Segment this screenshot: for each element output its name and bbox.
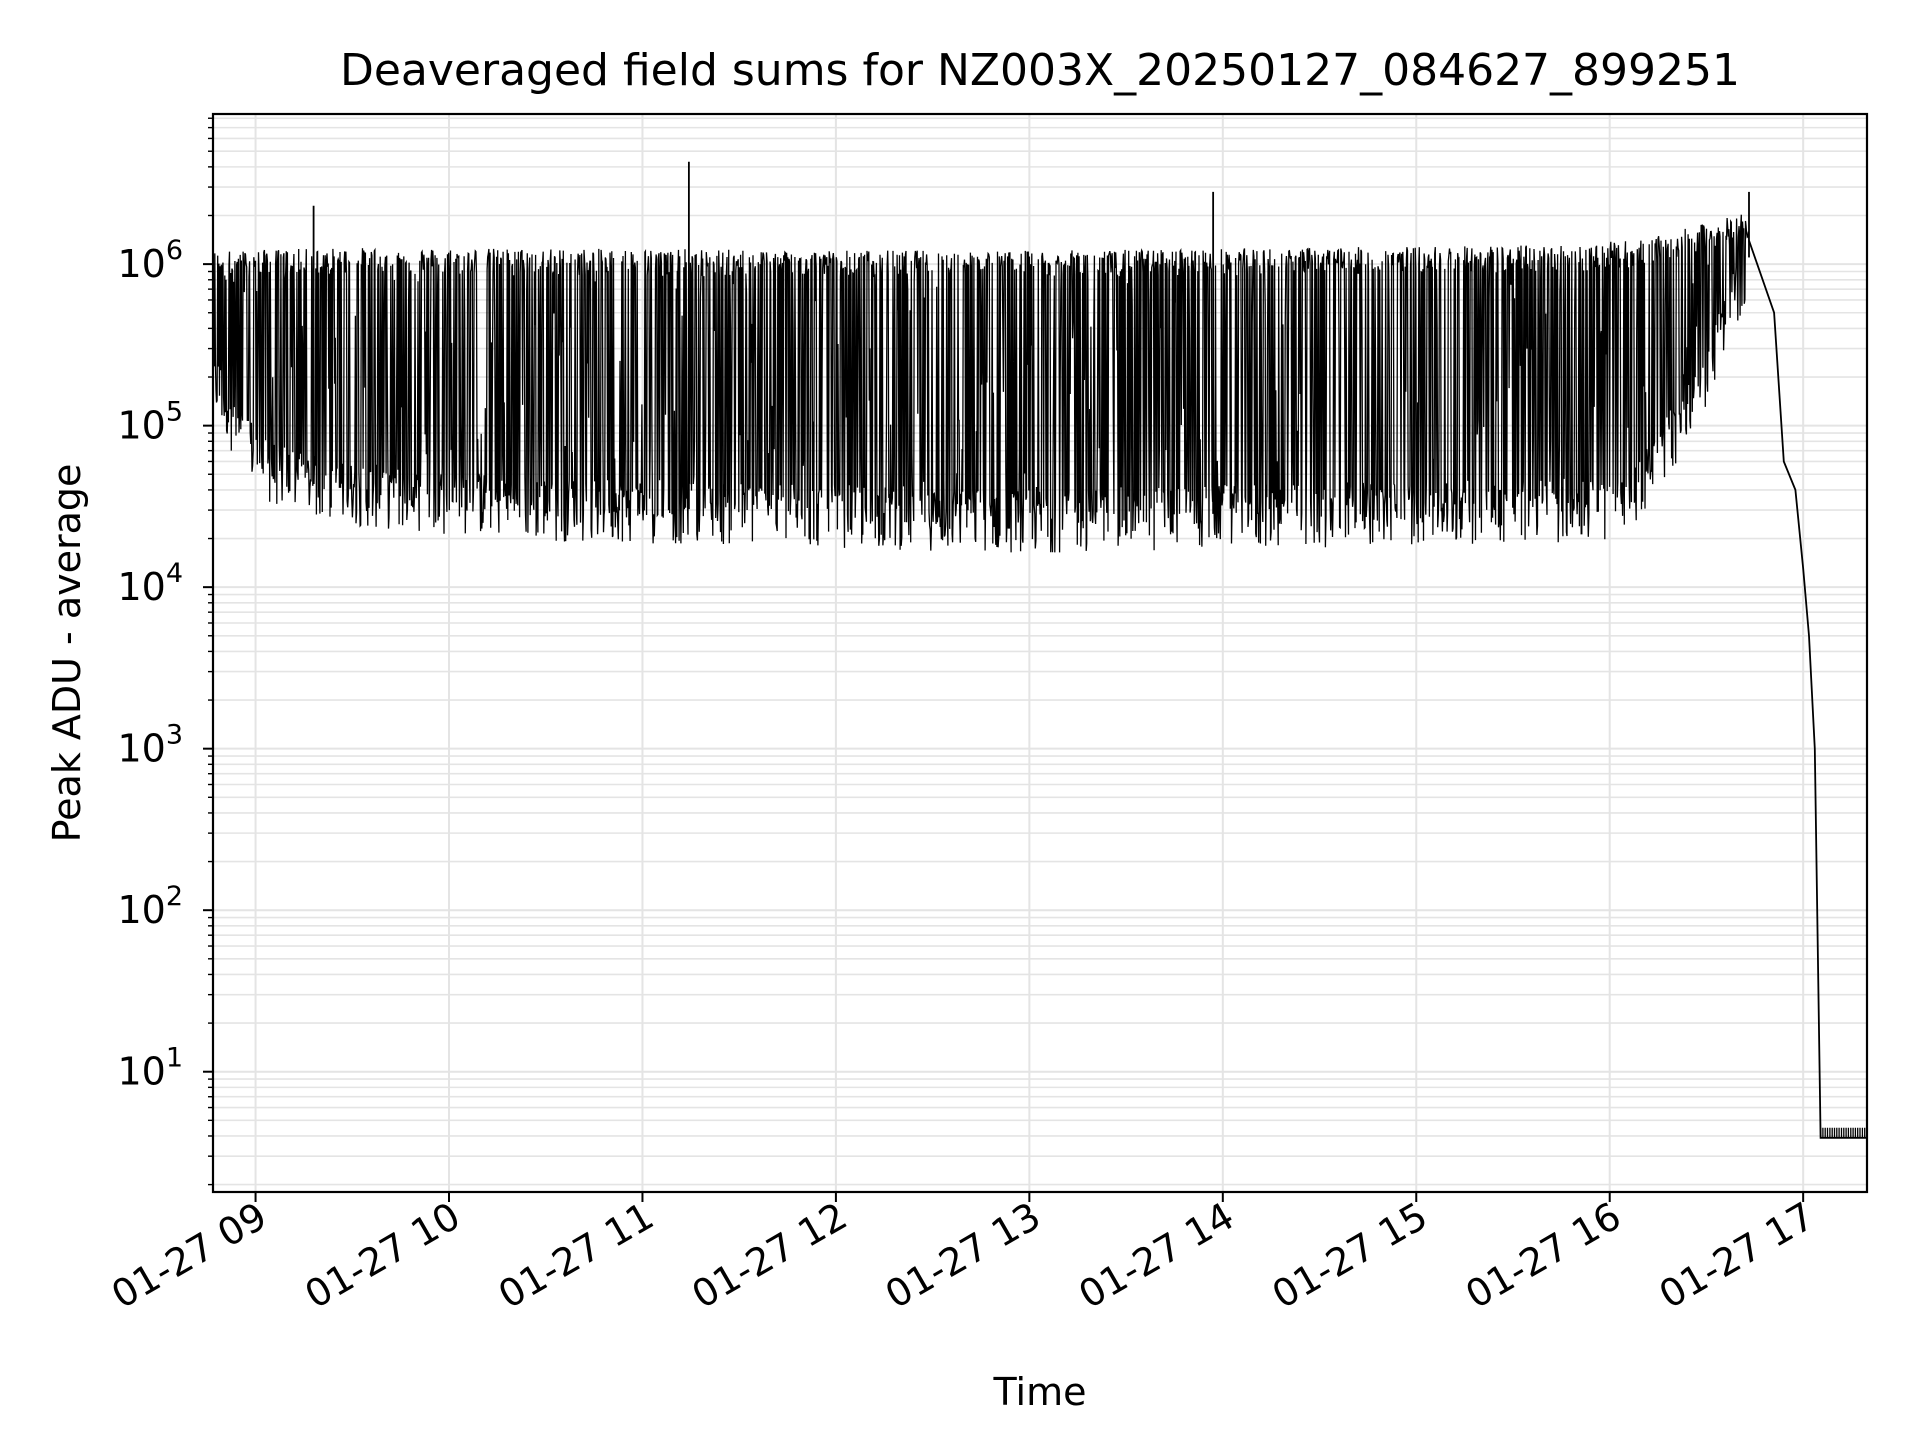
plot-frame [211, 112, 1869, 1194]
y-tick-label-base: 10 [117, 242, 165, 286]
y-tick-label-base: 10 [117, 565, 165, 609]
y-tick-label-exponent: 1 [166, 1043, 183, 1074]
y-tick-label-exponent: 3 [166, 720, 183, 751]
y-tick-label-base: 10 [117, 888, 165, 932]
series-tail-flicker [1819, 1127, 1867, 1139]
x-axis-label: Time [993, 1370, 1087, 1414]
y-tick-label-exponent: 4 [166, 558, 183, 589]
y-tick-label-base: 10 [117, 727, 165, 771]
series-line-decay [1748, 240, 1867, 1139]
y-tick-label: 102 [117, 881, 183, 932]
y-tick-label: 106 [117, 235, 183, 286]
y-tick-label-exponent: 2 [166, 881, 183, 912]
y-tick-label-base: 10 [117, 404, 165, 448]
y-tick-label: 101 [117, 1043, 183, 1094]
series-layer [212, 161, 1867, 1139]
y-tick-label-base: 10 [117, 1050, 165, 1094]
series-line-oscillation [212, 214, 1750, 553]
y-tick-label: 103 [117, 720, 183, 771]
chart-title: Deaveraged field sums for NZ003X_2025012… [340, 45, 1740, 96]
y-tick-label: 104 [117, 558, 183, 609]
y-tick-label-exponent: 6 [166, 235, 183, 266]
y-tick-label-exponent: 5 [166, 397, 183, 428]
y-axis-label: Peak ADU - average [45, 464, 89, 843]
y-tick-label: 105 [117, 397, 183, 448]
